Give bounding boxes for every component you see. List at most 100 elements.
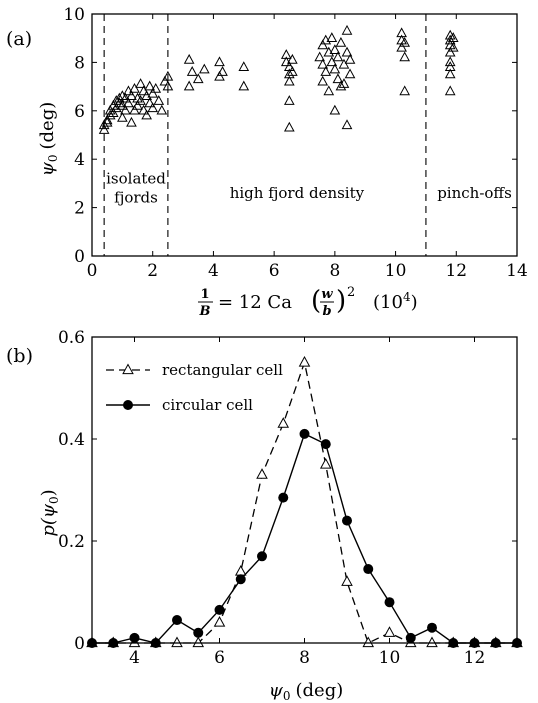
regime-annotation-line: high fjord density <box>230 184 365 202</box>
x-tick-label-a: 4 <box>208 261 219 281</box>
scatter-point <box>287 53 298 64</box>
panel-b-legend: rectangular cell circular cell <box>106 361 283 414</box>
panel-a-scatter-points <box>98 24 459 134</box>
scatter-point <box>147 102 159 113</box>
scatter-point <box>183 80 195 91</box>
scatter-point <box>344 53 356 64</box>
legend-label-circular-cell: circular cell <box>162 396 253 414</box>
scatter-point <box>338 78 350 88</box>
series-point-circular-cell <box>193 627 204 638</box>
x-tick-label-b: 8 <box>299 648 310 668</box>
x-tick-label-b: 10 <box>379 648 401 668</box>
scatter-point <box>444 68 456 79</box>
legend-marker-rectangular-cell <box>122 363 134 375</box>
panel-a-frame <box>91 13 518 257</box>
x-tick-label-a: 6 <box>269 261 280 281</box>
scatter-point <box>186 66 198 76</box>
scatter-point <box>329 63 341 74</box>
scatter-point <box>138 85 149 96</box>
y-tick-label-b: 0 <box>74 634 85 654</box>
scatter-point <box>335 80 347 91</box>
scatter-point <box>129 104 140 115</box>
panel-a-x-unit: (104) <box>373 290 418 313</box>
scatter-point <box>217 66 228 76</box>
x-tick-label-a: 10 <box>385 261 407 281</box>
series-point-circular-cell <box>384 597 395 608</box>
scatter-point <box>135 78 146 88</box>
panel-a-y-subscript: 0 <box>46 154 60 162</box>
x-tick-label-a: 8 <box>329 261 340 281</box>
scatter-point <box>444 34 456 45</box>
series-line-rectangular-cell <box>92 360 517 644</box>
legend-marker-circular-cell <box>123 400 133 410</box>
scatter-point <box>326 32 338 42</box>
scatter-point <box>329 104 341 115</box>
panel-a-label: (a) <box>6 28 32 50</box>
series-point-rectangular-cell <box>341 575 353 586</box>
panel-a-regime-lines <box>103 14 427 256</box>
scatter-point <box>98 119 110 130</box>
panel-b-y-symbol: ψ <box>38 503 59 518</box>
scatter-point <box>341 24 353 35</box>
legend-entry-circular-cell: circular cell <box>106 396 253 414</box>
panel-a-y-symbol: ψ <box>37 161 58 176</box>
panel-a-x-frac-denominator: b <box>322 304 331 319</box>
panel-b-ticks: 4 6 8 10 12 0 0.2 0.4 0.6 <box>58 328 517 668</box>
panel-a-x-unit-close: ) <box>411 292 418 313</box>
y-tick-label-a: 8 <box>74 53 85 73</box>
series-point-rectangular-cell <box>383 626 396 637</box>
series-point-circular-cell <box>427 622 437 633</box>
panel-a-x-lhs-denominator: B <box>199 304 211 319</box>
scatter-point <box>444 56 456 67</box>
series-point-rectangular-cell <box>192 636 205 648</box>
panel-b-y-subscript: 0 <box>47 496 61 504</box>
scatter-point <box>444 85 456 96</box>
panel-b-x-unit: (deg) <box>296 680 344 701</box>
scatter-point <box>183 53 195 64</box>
panel-a-x-exponent: 2 <box>347 285 355 300</box>
panel-b: 4 6 8 10 12 0 0.2 0.4 0.6 (b) rectangular cell c… <box>6 328 523 703</box>
series-point-rectangular-cell <box>277 417 290 428</box>
scatter-point <box>101 116 113 127</box>
regime-annotation-line: pinch-offs <box>437 184 512 202</box>
scatter-point <box>156 104 168 115</box>
x-tick-label-a: 2 <box>147 261 158 281</box>
y-tick-label-a: 4 <box>74 150 85 170</box>
panel-a-x-unit-base: (10 <box>373 292 403 313</box>
series-point-circular-cell <box>235 574 246 585</box>
scatter-point <box>329 44 341 55</box>
regime-annotation-line: isolated <box>106 169 166 187</box>
scatter-point <box>396 41 407 52</box>
scatter-point <box>338 58 350 69</box>
panel-a-x-frac-numerator: w <box>321 287 333 302</box>
scatter-point <box>444 46 456 57</box>
series-point-rectangular-cell <box>298 355 311 367</box>
x-tick-label-a: 12 <box>445 261 467 281</box>
panel-a-x-unit-exp: 4 <box>403 290 411 304</box>
scatter-point <box>399 51 411 62</box>
scatter-point <box>335 36 347 47</box>
series-point-circular-cell <box>214 604 225 615</box>
panel-b-series <box>86 355 523 648</box>
scatter-point <box>283 75 295 86</box>
regime-annotation: pinch-offs <box>437 184 512 202</box>
scatter-point <box>214 70 225 81</box>
series-point-rectangular-cell <box>362 636 375 648</box>
panel-b-frame <box>91 336 518 644</box>
scatter-point <box>238 61 250 71</box>
scatter-point <box>162 70 174 81</box>
scatter-point <box>104 109 116 120</box>
panel-b-y-suffix: ) <box>38 489 59 496</box>
scatter-point <box>198 63 210 74</box>
scatter-point <box>323 85 335 96</box>
series-point-circular-cell <box>320 439 331 450</box>
scatter-point <box>332 73 344 84</box>
scatter-point <box>141 109 152 120</box>
series-point-circular-cell <box>172 615 182 626</box>
legend-entry-rectangular-cell: rectangular cell <box>106 361 283 379</box>
series-point-rectangular-cell <box>426 636 438 648</box>
series-point-circular-cell <box>363 564 374 575</box>
x-tick-label-b: 6 <box>214 648 225 668</box>
